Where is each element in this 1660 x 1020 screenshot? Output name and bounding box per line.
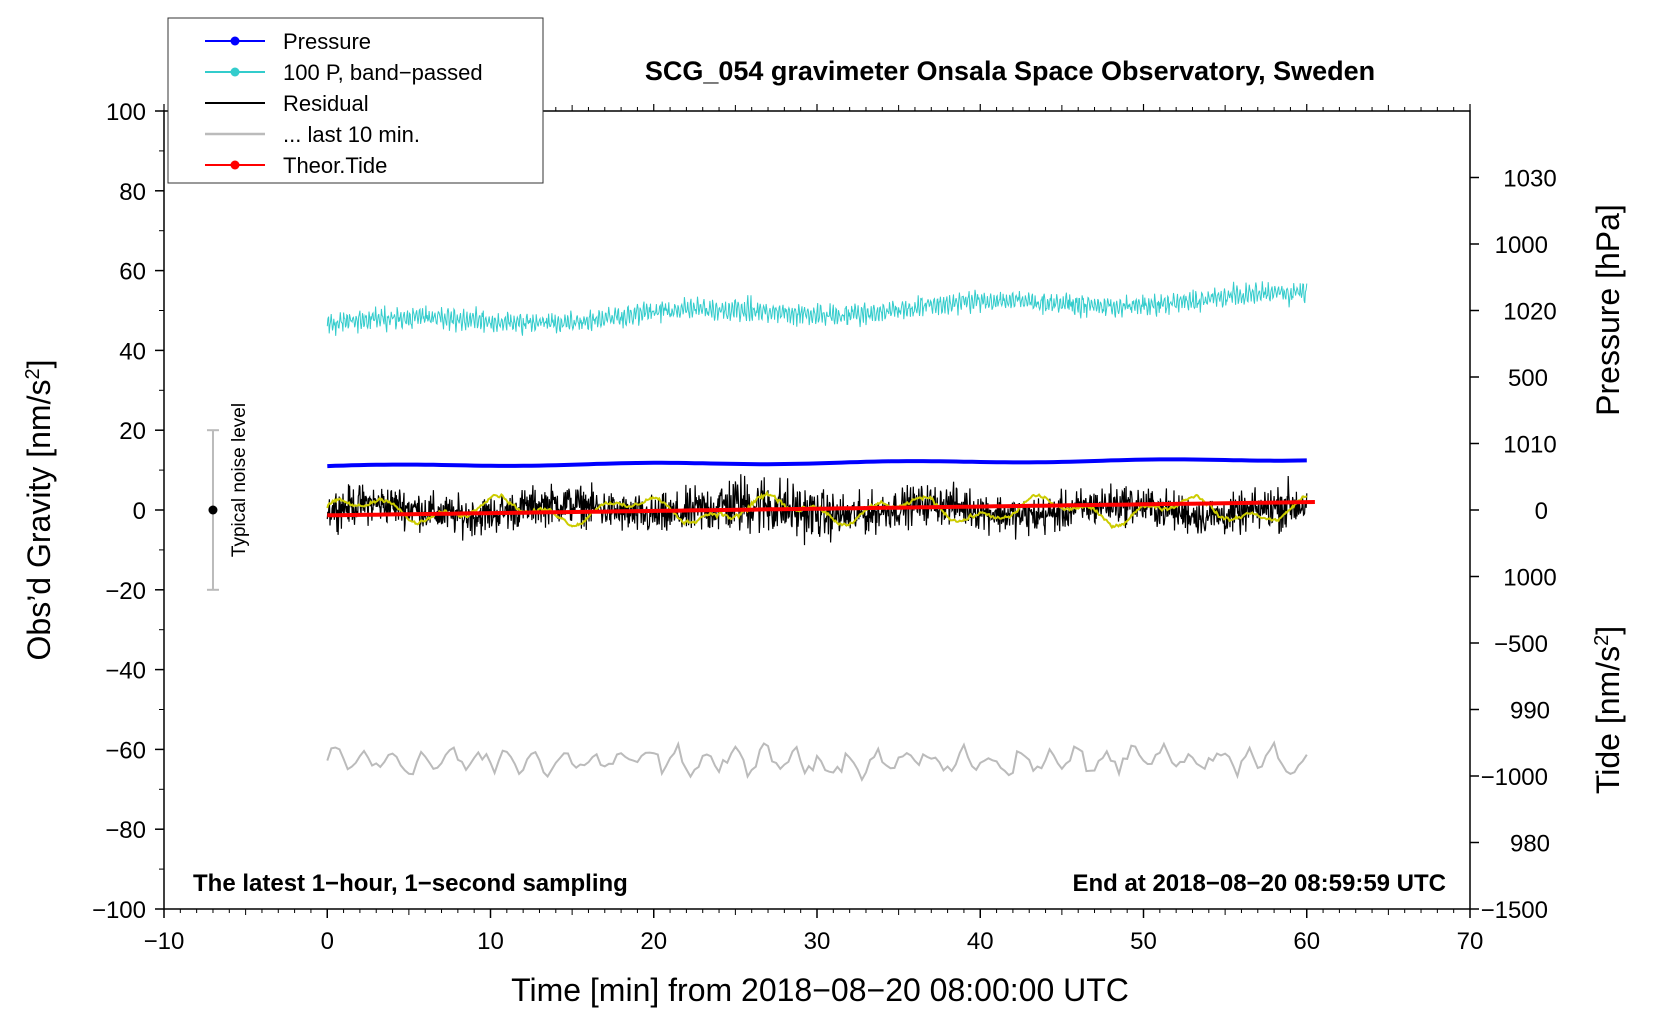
x-tick-label: 40 xyxy=(967,928,994,955)
annotation-layer xyxy=(206,429,219,591)
pressure-tick-label: 1010 xyxy=(1503,432,1556,459)
legend-label: Theor.Tide xyxy=(283,153,387,178)
y-tick-label: −20 xyxy=(105,578,146,605)
noise-level-label: Typical noise level xyxy=(229,403,250,557)
legend-marker xyxy=(230,36,240,46)
noise-bar-center-dot xyxy=(208,505,218,515)
legend-box xyxy=(167,17,544,184)
y-tick-label: −40 xyxy=(105,658,146,685)
y-tick-label: −100 xyxy=(92,897,146,924)
x-tick-label: 10 xyxy=(477,928,504,955)
y-tick-label: −80 xyxy=(105,817,146,844)
x-tick-label: 0 xyxy=(321,928,334,955)
series-pressure xyxy=(327,457,1307,469)
legend-label: Residual xyxy=(283,91,369,116)
x-tick-label: 60 xyxy=(1293,928,1320,955)
chart-title: SCG_054 gravimeter Onsala Space Observat… xyxy=(645,56,1375,86)
y-axis-title-tide: Tide [nm/s2] xyxy=(1590,626,1626,794)
x-tick-label: −10 xyxy=(144,928,185,955)
x-tick-label: 70 xyxy=(1457,928,1484,955)
tide-tick-label: −1000 xyxy=(1481,764,1548,791)
tide-tick-label: 0 xyxy=(1535,498,1548,525)
pressure-tick-label: 980 xyxy=(1510,831,1550,858)
y-tick-label: 0 xyxy=(133,498,146,525)
x-tick-label: 30 xyxy=(804,928,831,955)
corner-label-right: End at 2018−08−20 08:59:59 UTC xyxy=(1072,870,1446,897)
legend-label: ... last 10 min. xyxy=(283,122,420,147)
corner-label-left: The latest 1−hour, 1−second sampling xyxy=(193,870,628,897)
y-tick-label: 20 xyxy=(119,418,146,445)
tide-tick-label: −1500 xyxy=(1481,897,1548,924)
x-tick-label: 20 xyxy=(640,928,667,955)
legend-marker xyxy=(230,160,240,170)
pressure-tick-label: 1030 xyxy=(1503,166,1556,193)
y-tick-label: 60 xyxy=(119,259,146,286)
y-tick-label: 80 xyxy=(119,179,146,206)
y-axis-title-pressure: Pressure [hPa] xyxy=(1590,204,1626,416)
y-tick-label: 40 xyxy=(119,338,146,365)
legend-label: 100 P, band−passed xyxy=(283,60,483,85)
series-theoretical-tide xyxy=(327,500,1315,518)
series-last-10-min xyxy=(326,740,1308,782)
x-tick-label: 50 xyxy=(1130,928,1157,955)
legend-label: Pressure xyxy=(283,29,371,54)
tide-tick-label: 1000 xyxy=(1495,232,1548,259)
axes-layer: −10 0 10 20 30 40 50 60 70−100−80−60−40−20020406… xyxy=(92,99,1557,955)
tide-tick-label: 500 xyxy=(1508,365,1548,392)
pressure-tick-label: 1020 xyxy=(1503,299,1556,326)
y-tick-label: −60 xyxy=(105,737,146,764)
series-layer xyxy=(326,281,1315,782)
y-axis-title-left: Obs’d Gravity [nm/s2] xyxy=(21,360,57,661)
x-axis-title: Time [min] from 2018−08−20 08:00:00 UTC xyxy=(511,972,1129,1008)
y-tick-label: 100 xyxy=(106,99,146,126)
legend: Pressure 100 P, band−passed Residual ... la… xyxy=(167,17,544,184)
pressure-tick-label: 1000 xyxy=(1503,565,1556,592)
pressure-tick-label: 990 xyxy=(1510,698,1550,725)
series-band-passed-pressure xyxy=(326,281,1308,336)
tide-tick-label: −500 xyxy=(1494,631,1548,658)
legend-marker xyxy=(230,67,240,77)
